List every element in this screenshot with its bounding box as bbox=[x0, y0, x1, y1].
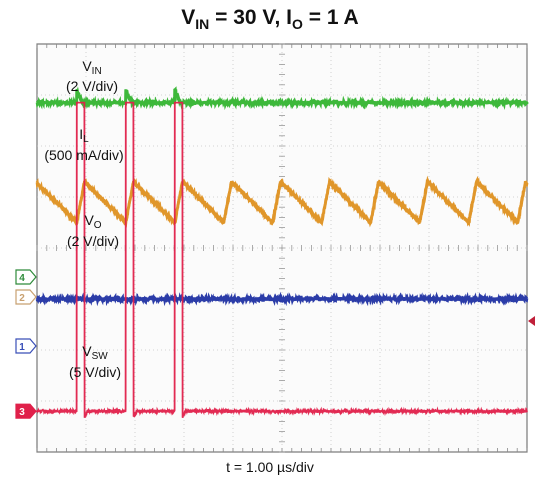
channel-markers: 4 2 1 3 bbox=[15, 269, 535, 419]
trigger-level-marker bbox=[528, 316, 535, 326]
channel-marker: 2 bbox=[15, 289, 37, 305]
channel-marker-label: 2 bbox=[19, 293, 25, 304]
trace-vsw bbox=[36, 101, 528, 419]
channel-marker-shape bbox=[15, 338, 37, 354]
trace-label-name: IL bbox=[79, 126, 89, 145]
trace-label-scale: (5 V/div) bbox=[69, 364, 121, 380]
channel-marker-label: 4 bbox=[19, 273, 25, 284]
trace-label-scale: (2 V/div) bbox=[67, 233, 119, 249]
channel-marker-shape bbox=[15, 403, 37, 419]
chart-title: VIN = 30 V, IO = 1 A bbox=[181, 6, 359, 33]
channel-marker-shape bbox=[15, 269, 37, 285]
channel-marker: 1 bbox=[15, 338, 37, 354]
channel-marker: 3 bbox=[15, 403, 37, 419]
channel-marker: 4 bbox=[15, 269, 37, 285]
grid bbox=[36, 43, 528, 453]
trace-vin bbox=[35, 86, 529, 111]
trace-label-scale: (500 mA/div) bbox=[44, 147, 123, 163]
channel-marker-shape bbox=[15, 289, 37, 305]
channel-marker-label: 1 bbox=[19, 342, 25, 353]
trace-label-name: VO bbox=[84, 212, 101, 231]
trace-labels: VIN(2 V/div)IL(500 mA/div)VO(2 V/div)VSW… bbox=[44, 58, 123, 380]
trace-label-scale: (2 V/div) bbox=[66, 78, 118, 94]
trace-label-name: VIN bbox=[82, 58, 101, 77]
x-axis-label: t = 1.00 µs/div bbox=[226, 459, 314, 475]
channel-marker-label: 3 bbox=[19, 407, 25, 418]
traces bbox=[35, 86, 529, 419]
trace-il bbox=[35, 175, 529, 228]
trace-label-name: VSW bbox=[82, 343, 108, 362]
trace-vo bbox=[35, 291, 529, 307]
